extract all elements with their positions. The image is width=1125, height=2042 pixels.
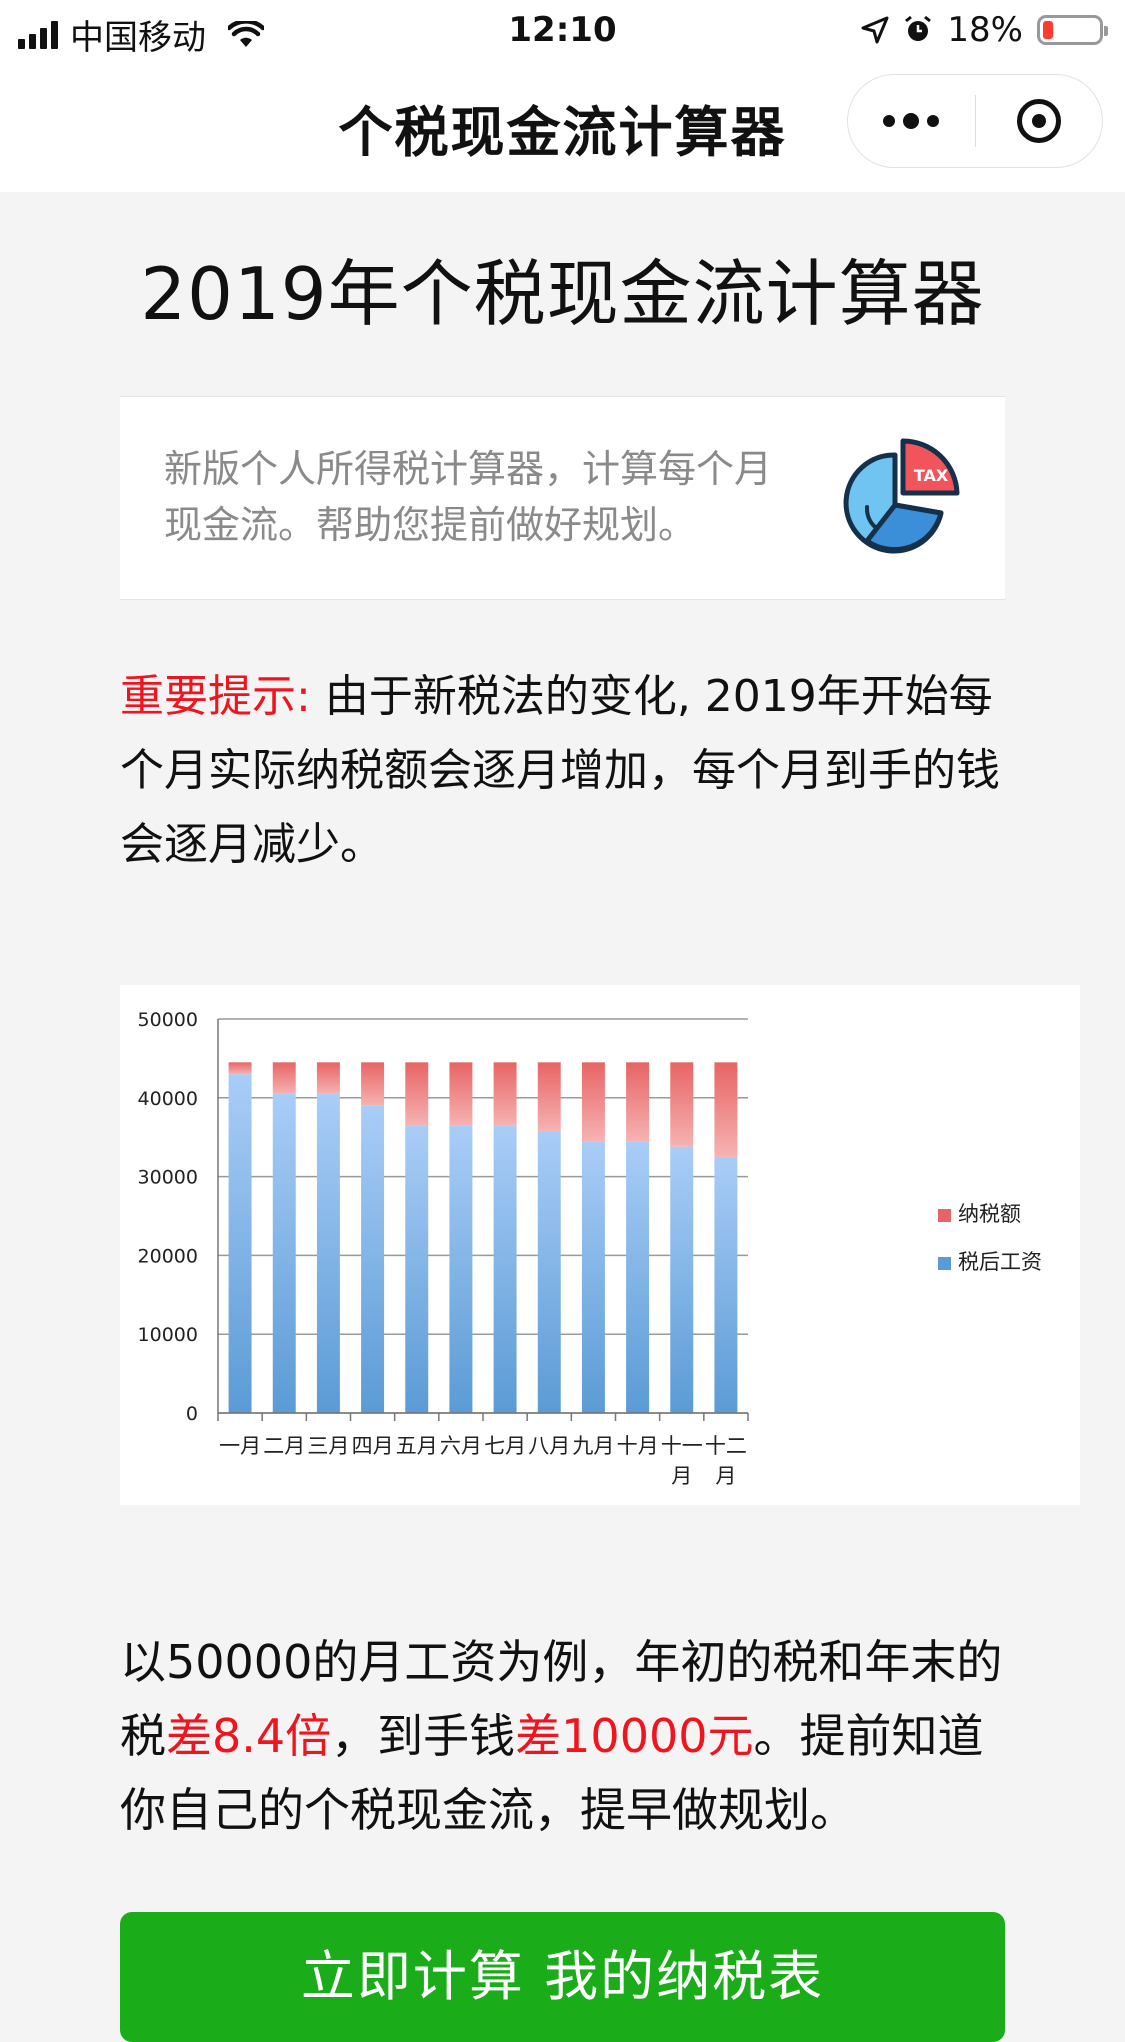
bar-tax-amount bbox=[581, 1062, 605, 1142]
bar-tax-amount bbox=[626, 1062, 650, 1142]
bar-tax-amount bbox=[405, 1062, 429, 1126]
x-tick-label: 四月 bbox=[352, 1434, 394, 1458]
notice-text: 由于新税法的变化, 2019年开始每个月实际纳税额会逐月增加，每个月到手的钱会逐… bbox=[120, 671, 1000, 870]
nav-title: 个税现金流计算器 bbox=[338, 101, 787, 164]
y-tick-label: 50000 bbox=[138, 1009, 198, 1031]
battery-percent: 18% bbox=[947, 10, 1023, 50]
x-tick-label: 十月 bbox=[617, 1434, 659, 1458]
battery-icon bbox=[1037, 15, 1108, 45]
tax-icon-label: TAX bbox=[914, 466, 949, 485]
stacked-bar-chart: 0 10000 20000 30000 40000 50000 一月 二月 三月 四月 五月 六月 七月… bbox=[138, 1009, 1042, 1488]
intro-card: 新版个人所得税计算器，计算每个月现金流。帮助您提前做好规划。 TAX bbox=[120, 396, 1005, 600]
close-program-button[interactable] bbox=[976, 75, 1103, 167]
bar-after-tax-salary bbox=[670, 1146, 694, 1413]
bar-after-tax-salary bbox=[405, 1125, 429, 1413]
y-tick-label: 40000 bbox=[138, 1088, 198, 1110]
target-close-icon bbox=[1016, 99, 1061, 143]
legend-label: 税后工资 bbox=[958, 1250, 1042, 1274]
more-dots-icon bbox=[883, 113, 940, 129]
x-tick-label: 十一月 bbox=[661, 1434, 703, 1488]
y-tick-label: 20000 bbox=[138, 1245, 198, 1267]
bar-after-tax-salary bbox=[537, 1130, 561, 1413]
clock: 12:10 bbox=[508, 10, 617, 50]
bar-after-tax-salary bbox=[449, 1125, 473, 1413]
bar-after-tax-salary bbox=[493, 1125, 517, 1413]
capsule-divider bbox=[974, 95, 976, 147]
x-tick-label: 六月 bbox=[440, 1434, 482, 1458]
bar-tax-amount bbox=[316, 1062, 340, 1094]
bar-after-tax-salary bbox=[228, 1074, 252, 1413]
location-arrow-icon bbox=[861, 16, 889, 44]
bar-tax-amount bbox=[714, 1062, 738, 1157]
bar-after-tax-salary bbox=[361, 1105, 385, 1413]
bar-tax-amount bbox=[449, 1062, 473, 1126]
notice-label: 重要提示: bbox=[120, 671, 311, 722]
status-bar: 中国移动 12:10 18% bbox=[0, 0, 1125, 62]
x-tick-label: 九月 bbox=[572, 1434, 614, 1458]
bar-after-tax-salary bbox=[272, 1093, 296, 1413]
carrier-name: 中国移动 bbox=[70, 18, 206, 58]
example-highlight-amount: 差10000元 bbox=[515, 1709, 754, 1763]
cellular-signal-icon bbox=[18, 20, 58, 49]
bar-after-tax-salary bbox=[316, 1093, 340, 1413]
tax-chart: 0 10000 20000 30000 40000 50000 一月 二月 三月 四月 五月 六月 七月… bbox=[120, 985, 1080, 1505]
bar-tax-amount bbox=[272, 1062, 296, 1094]
y-tick-label: 10000 bbox=[138, 1324, 198, 1346]
y-tick-label: 30000 bbox=[138, 1167, 198, 1189]
mini-program-capsule bbox=[847, 74, 1103, 168]
x-tick-label: 二月 bbox=[263, 1434, 305, 1458]
x-tick-label: 五月 bbox=[396, 1434, 438, 1458]
wifi-icon bbox=[228, 20, 264, 47]
bar-after-tax-salary bbox=[581, 1141, 605, 1413]
y-tick-label: 0 bbox=[186, 1403, 198, 1425]
example-highlight-ratio: 差8.4倍 bbox=[166, 1709, 332, 1763]
x-tick-label: 十二月 bbox=[705, 1434, 747, 1488]
calculate-now-button[interactable]: 立即计算 我的纳税表 bbox=[120, 1912, 1005, 2042]
legend-label: 纳税额 bbox=[958, 1202, 1021, 1226]
bar-tax-amount bbox=[361, 1062, 385, 1106]
more-button[interactable] bbox=[848, 75, 975, 167]
nav-bar: 个税现金流计算器 bbox=[0, 62, 1125, 192]
page-title: 2019年个税现金流计算器 bbox=[140, 252, 985, 336]
bar-tax-amount bbox=[493, 1062, 517, 1126]
bar-after-tax-salary bbox=[626, 1141, 650, 1413]
tax-pie-chart-icon: TAX bbox=[843, 438, 960, 554]
example-text-3: 。提前知道你自己的个税现金流，提早做规划。 bbox=[120, 1709, 984, 1837]
bar-tax-amount bbox=[537, 1062, 561, 1131]
important-notice: 重要提示: 由于新税法的变化, 2019年开始每个月实际纳税额会逐月增加，每个月… bbox=[120, 660, 1005, 882]
x-tick-label: 一月 bbox=[219, 1434, 261, 1458]
x-tick-label: 八月 bbox=[528, 1434, 570, 1458]
example-paragraph: 以50000的月工资为例，年初的税和年末的税差8.4倍，到手钱差10000元。提… bbox=[120, 1625, 1005, 1847]
legend-swatch bbox=[938, 1209, 951, 1222]
bar-after-tax-salary bbox=[714, 1156, 738, 1413]
intro-text: 新版个人所得税计算器，计算每个月现金流。帮助您提前做好规划。 bbox=[164, 447, 773, 547]
example-text-1: 以50000的月工资为例，年初的税和年末的税 bbox=[120, 1635, 1003, 1763]
x-tick-label: 七月 bbox=[484, 1434, 526, 1458]
bar-tax-amount bbox=[670, 1062, 694, 1147]
x-tick-label: 三月 bbox=[307, 1434, 349, 1458]
example-text-2: ，到手钱 bbox=[331, 1709, 516, 1763]
alarm-icon bbox=[905, 15, 932, 41]
bar-tax-amount bbox=[228, 1062, 252, 1075]
legend-swatch bbox=[938, 1257, 951, 1270]
